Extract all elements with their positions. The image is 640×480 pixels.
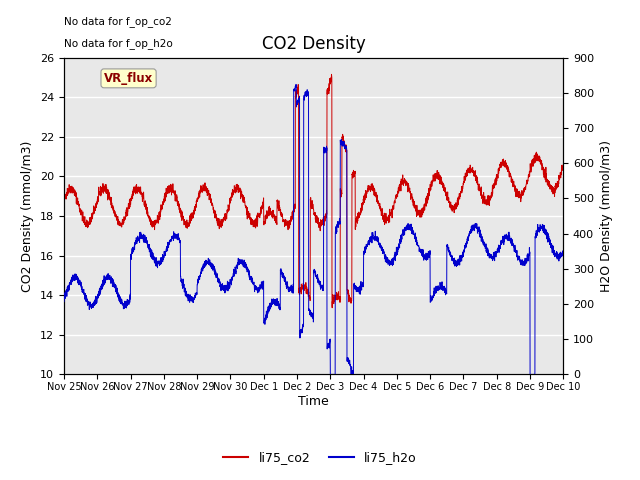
Y-axis label: H2O Density (mmol/m3): H2O Density (mmol/m3) <box>600 140 612 292</box>
X-axis label: Time: Time <box>298 395 329 408</box>
Text: No data for f_op_h2o: No data for f_op_h2o <box>64 38 173 49</box>
Legend: li75_co2, li75_h2o: li75_co2, li75_h2o <box>218 446 422 469</box>
Text: VR_flux: VR_flux <box>104 72 153 85</box>
Title: CO2 Density: CO2 Density <box>262 35 365 53</box>
Text: No data for f_op_co2: No data for f_op_co2 <box>64 16 172 27</box>
Y-axis label: CO2 Density (mmol/m3): CO2 Density (mmol/m3) <box>22 140 35 292</box>
